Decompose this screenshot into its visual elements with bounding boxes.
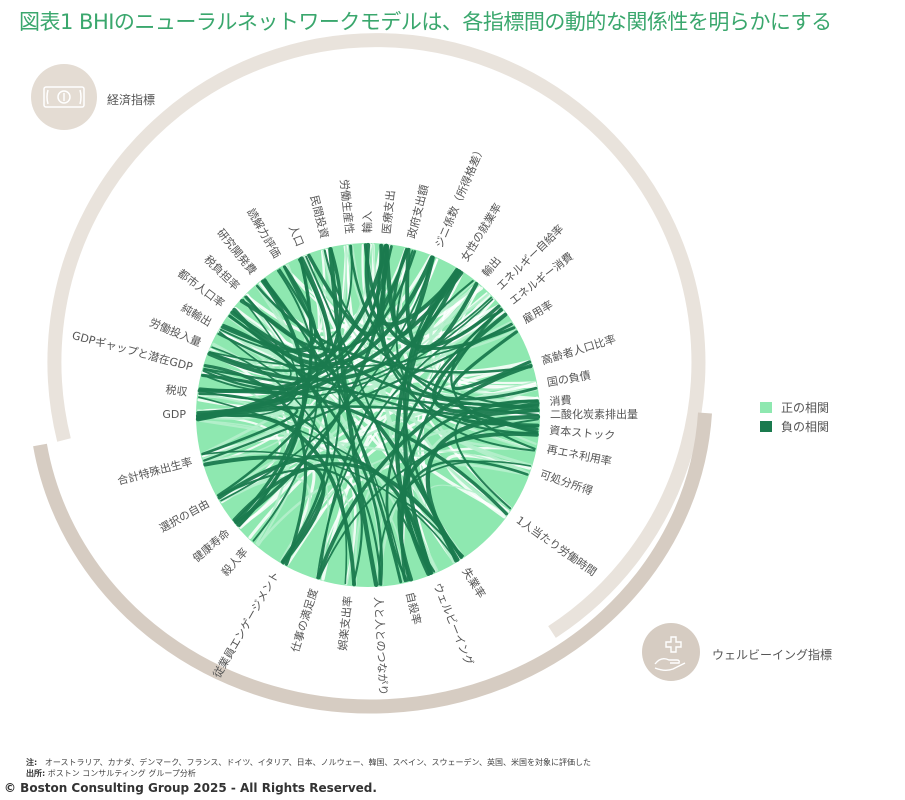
node-label: 殺人率 — [218, 545, 250, 579]
node-label: 失業率 — [459, 565, 488, 600]
chord — [256, 284, 533, 374]
node-label: 合計特殊出生率 — [116, 454, 194, 487]
source-label: 出所: — [26, 769, 46, 778]
chord — [454, 399, 539, 510]
node-label: 再エネ利用率 — [546, 442, 613, 468]
chord — [222, 323, 330, 564]
chord — [244, 250, 417, 352]
chord — [252, 269, 319, 542]
chord — [208, 244, 390, 372]
node-label: 仕事の満足度 — [288, 587, 321, 654]
node-label: 医療支出 — [379, 189, 398, 234]
wellbeing-group-label: ウェルビーイング指標 — [712, 648, 833, 662]
note-line: 注: オーストラリア、カナダ、デンマーク、フランス、ドイツ、イタリア、日本、ノル… — [26, 757, 591, 768]
node-label: 二酸化炭素排出量 — [550, 407, 638, 421]
chord — [232, 255, 435, 367]
legend-item-negative: 負の相関 — [760, 417, 829, 436]
positive-swatch — [760, 402, 772, 413]
chord — [376, 244, 539, 435]
chord — [198, 298, 494, 401]
node-label: 資本ストック — [549, 423, 616, 443]
chord — [385, 308, 503, 582]
node-label: 高齢者人口比率 — [540, 332, 618, 368]
chord — [228, 314, 383, 586]
node-label: 労働生産性 — [337, 178, 357, 234]
node-label: 女性の就業率 — [458, 200, 505, 263]
chord — [318, 418, 539, 579]
chord — [211, 346, 348, 585]
chord — [403, 269, 463, 559]
node-label: 人口 — [286, 223, 306, 248]
node-label: 輸出 — [479, 254, 504, 280]
legend-label: 負の相関 — [781, 420, 830, 434]
node-label: GDP — [162, 408, 186, 421]
chord — [201, 373, 289, 545]
chord — [323, 249, 539, 410]
node-label: 自殺率 — [403, 591, 424, 626]
source-line: 出所: ボストン コンサルティング グループ分析 — [26, 768, 591, 779]
chord — [201, 450, 457, 562]
chord — [196, 405, 299, 456]
chord — [283, 265, 403, 584]
note-label: 注: — [26, 758, 38, 767]
node-label: 純輸出 — [179, 301, 215, 330]
node-label: 国の負債 — [546, 368, 592, 389]
chord — [220, 257, 435, 502]
legend-label: 正の相関 — [781, 401, 830, 415]
chord — [203, 455, 326, 565]
node-label: ウェルビーイング — [431, 581, 477, 668]
chord — [405, 247, 479, 353]
legend-item-positive: 正の相関 — [760, 398, 829, 417]
node-label: 民間投資 — [308, 194, 332, 240]
chord — [230, 256, 332, 359]
source-text: ボストン コンサルティング グループ分析 — [47, 769, 196, 778]
node-label: 娯楽支出率 — [335, 595, 355, 651]
chord-network — [195, 242, 541, 587]
node-label: 1人当たり労働時間 — [514, 513, 600, 579]
economic-badge — [31, 64, 97, 130]
node-label: 健康寿命 — [190, 526, 233, 565]
node-label: 可処分所得 — [538, 468, 594, 498]
chord — [219, 244, 353, 353]
chart-title: 図表1 BHIのニューラルネットワークモデルは、各指標間の動的な関係性を明らかに… — [19, 10, 832, 34]
chord — [316, 363, 533, 580]
chord — [218, 332, 329, 579]
negative-swatch — [760, 421, 772, 432]
chord — [218, 298, 292, 378]
chord — [395, 249, 536, 452]
chord — [396, 499, 465, 573]
node-label: 読解力評価 — [244, 206, 284, 261]
note-text: オーストラリア、カナダ、デンマーク、フランス、ドイツ、イタリア、日本、ノルウェー… — [44, 758, 591, 767]
chord — [218, 454, 299, 547]
legend: 正の相関 負の相関 — [760, 398, 829, 436]
node-label: 従業員エンゲージメント — [211, 569, 283, 680]
node-label: 雇用率 — [520, 297, 555, 326]
wellbeing-group-arc — [33, 412, 712, 714]
node-label: 税収 — [165, 382, 189, 399]
node-label: 輸入 — [360, 211, 374, 233]
chord — [198, 396, 463, 558]
wellbeing-badge — [642, 623, 700, 681]
node-label: 消費 — [549, 393, 572, 409]
footnotes: 注: オーストラリア、カナダ、デンマーク、フランス、ドイツ、イタリア、日本、ノル… — [26, 757, 591, 779]
chord — [380, 245, 538, 401]
chord — [349, 244, 539, 431]
node-label: 政府支出額 — [404, 183, 431, 240]
chord — [256, 474, 455, 564]
copyright: © Boston Consulting Group 2025 - All Rig… — [4, 781, 377, 795]
economic-group-arc — [47, 33, 706, 638]
economic-group-label: 経済指標 — [107, 93, 156, 107]
hand-with-cross-icon — [654, 636, 686, 671]
chord — [203, 367, 540, 417]
node-label: 選択の自由 — [157, 496, 212, 535]
chord — [316, 309, 503, 579]
chord — [321, 282, 479, 581]
chord — [400, 307, 503, 583]
banknote-icon — [43, 86, 85, 108]
chord — [197, 295, 299, 418]
node-label: 人と人とのつながり — [372, 596, 391, 695]
chord — [233, 257, 314, 524]
chord — [217, 454, 433, 575]
